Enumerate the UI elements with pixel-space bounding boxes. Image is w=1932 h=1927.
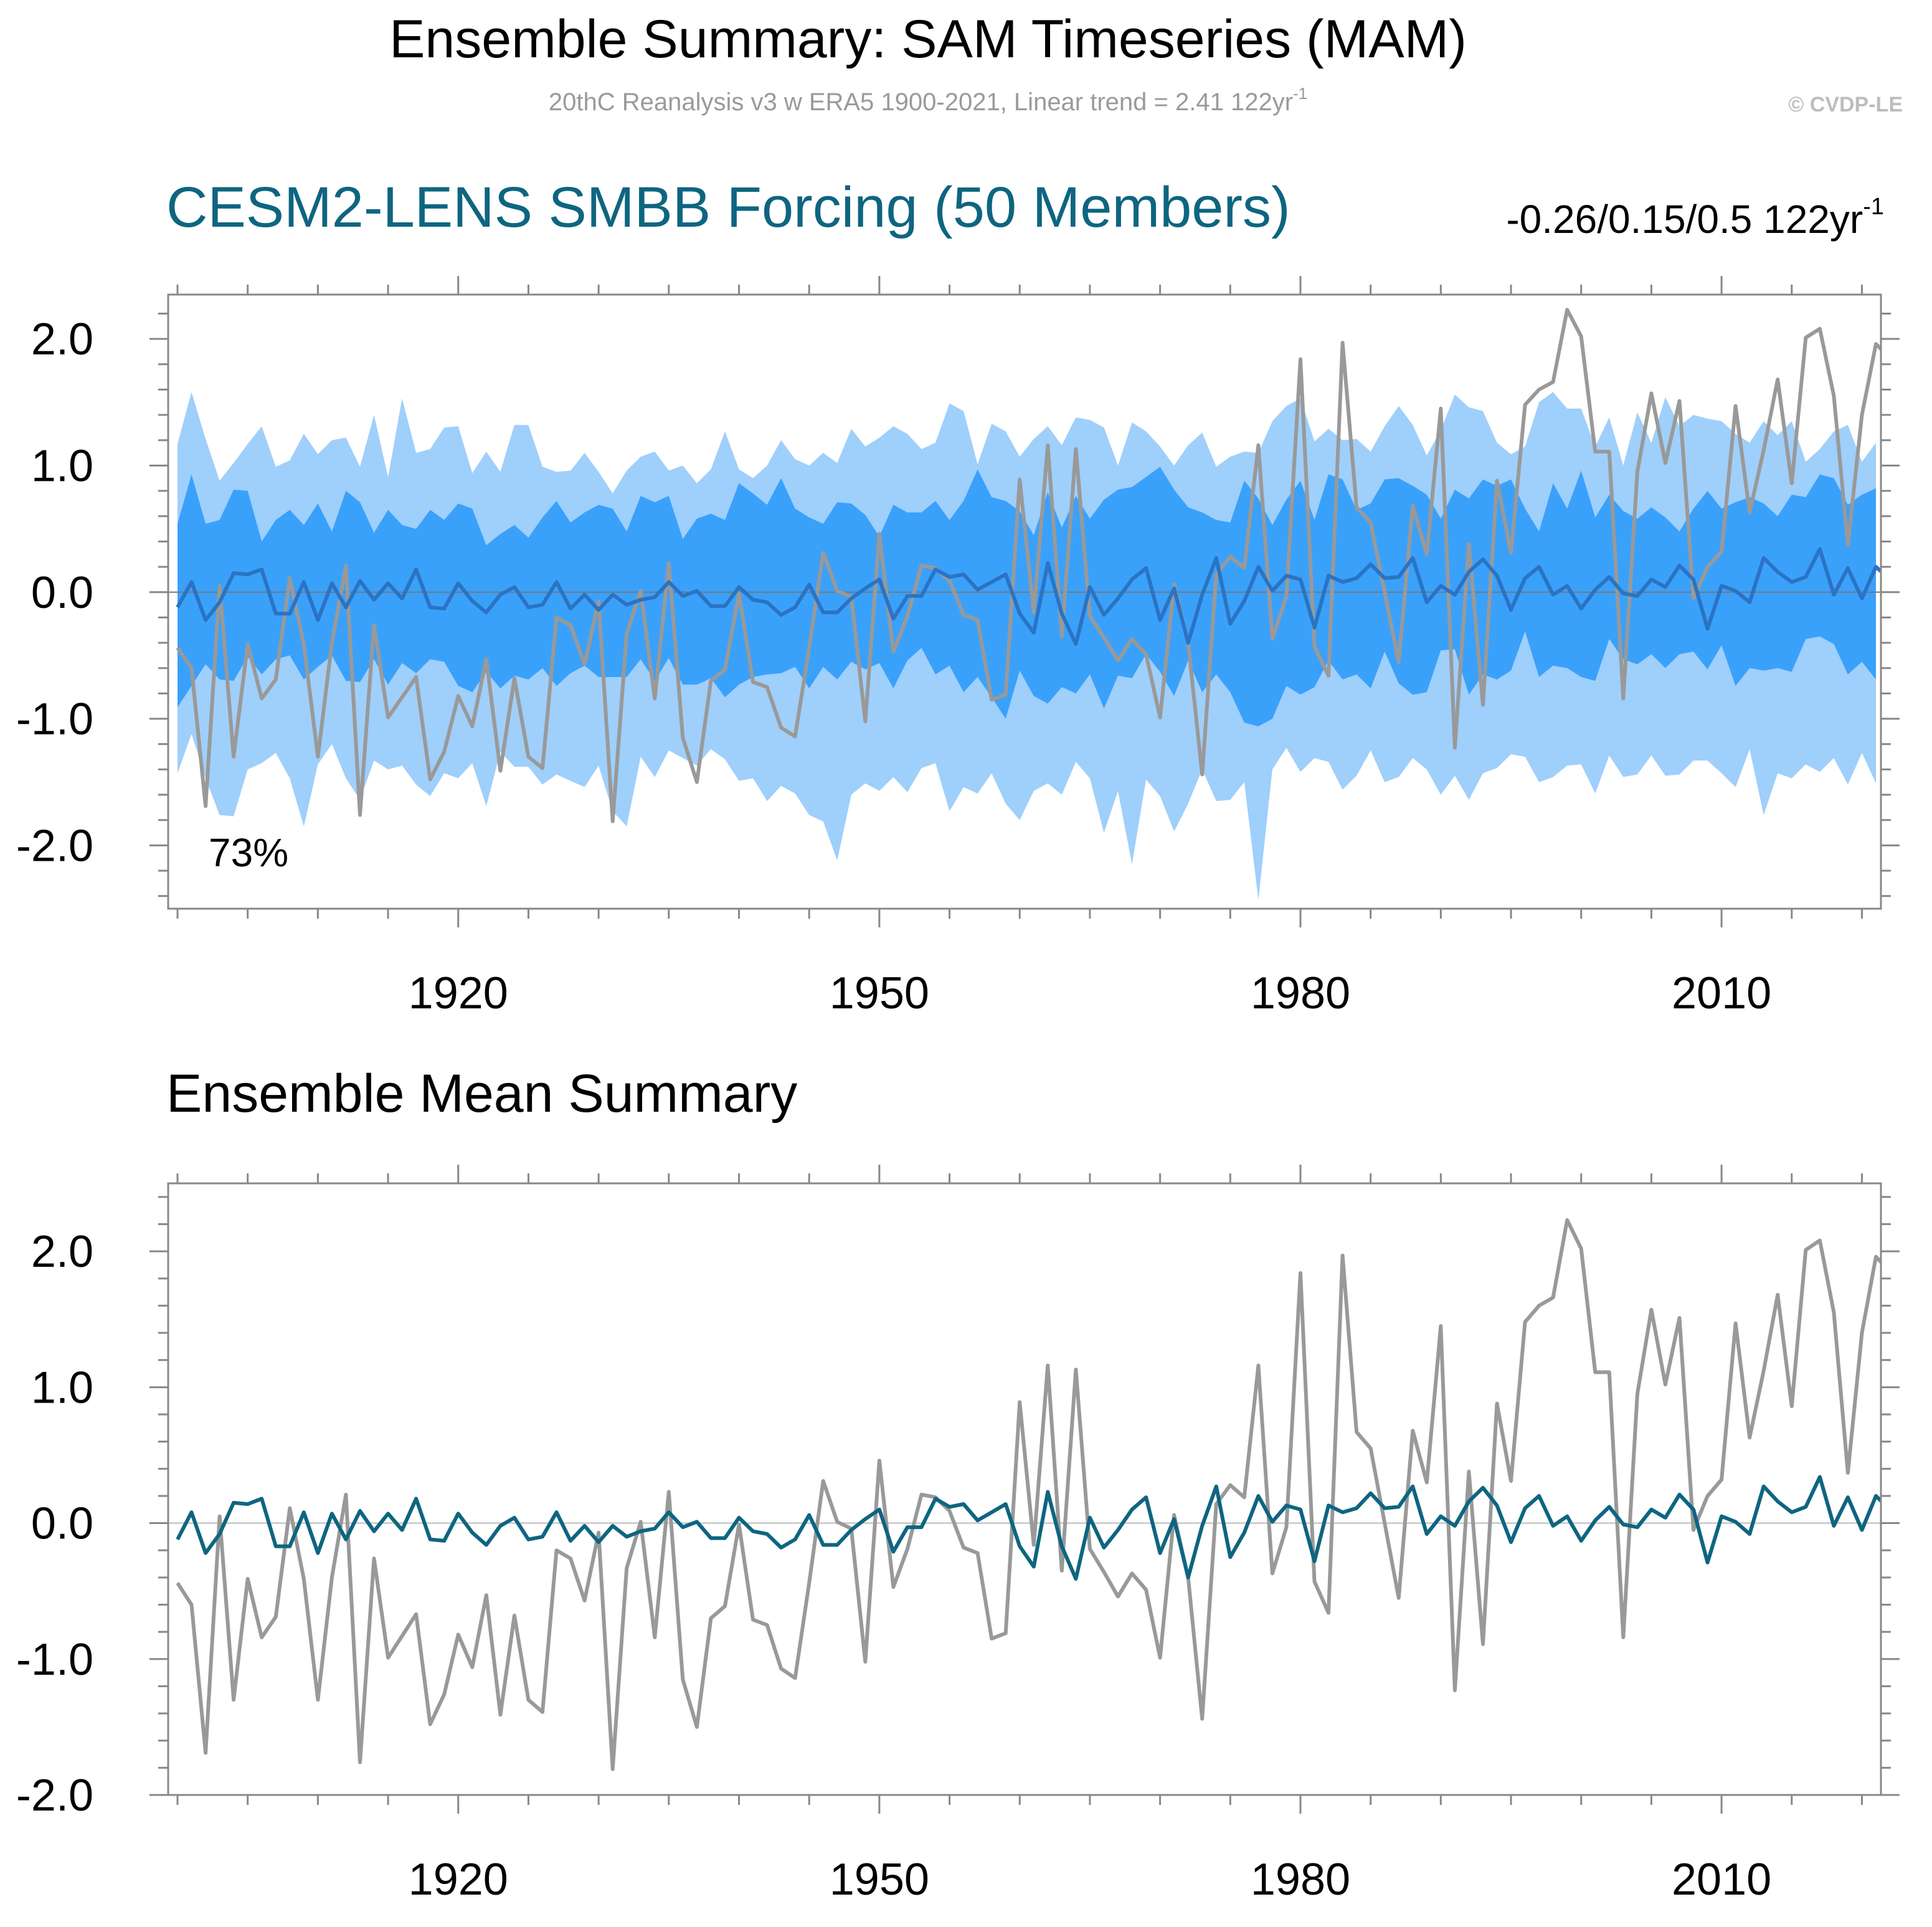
- figure-title: Ensemble Summary: SAM Timeseries (MAM): [389, 9, 1467, 69]
- bottom-plot: 1920 1950 1980 2010 -2.0 -1.0 0.0 1.0 2.0: [16, 1165, 1900, 1905]
- top-panel-title: CESM2-LENS SMBB Forcing (50 Members): [166, 176, 1290, 239]
- trend-summary-text: -0.26/0.15/0.5 122yr: [1506, 197, 1863, 242]
- ensemble-mean-line: [176, 547, 1881, 646]
- bottom-plot-frame: [167, 1182, 1882, 1796]
- top-y-tick-label: -2.0: [16, 821, 93, 871]
- copyright-label: © CVDP-LE: [1788, 93, 1903, 116]
- top-axis-ticks: 1920 1950 1980 2010 -2.0 -1.0 0.0 1.0 2.0: [16, 276, 1900, 1018]
- bottom-y-tick-label: 1.0: [31, 1363, 93, 1413]
- top-y-tick-label: -1.0: [16, 694, 93, 744]
- bottom-x-tick-label: 1980: [1251, 1855, 1350, 1905]
- bottom-y-tick-label: 2.0: [31, 1227, 93, 1277]
- top-y-tick-label: 0.0: [31, 568, 93, 618]
- percent-annotation: 73%: [209, 830, 288, 875]
- top-x-tick-label: 1950: [830, 968, 929, 1018]
- bottom-y-tick-label: -1.0: [16, 1635, 93, 1685]
- bottom-x-tick-label: 1950: [830, 1855, 929, 1905]
- bottom-x-tick-label: 2010: [1672, 1855, 1771, 1905]
- top-y-tick-label: 2.0: [31, 315, 93, 364]
- subtitle-text: 20thC Reanalysis v3 w ERA5 1900-2021, Li…: [549, 88, 1293, 116]
- trend-summary-superscript: -1: [1863, 194, 1884, 220]
- top-x-tick-label: 2010: [1672, 968, 1771, 1018]
- top-x-tick-label: 1980: [1251, 968, 1350, 1018]
- bottom-axis-ticks: 1920 1950 1980 2010 -2.0 -1.0 0.0 1.0 2.0: [16, 1165, 1900, 1905]
- top-x-tick-label: 1920: [409, 968, 508, 1018]
- observed-line: [176, 1218, 1881, 1771]
- ensemble-mean-line: [176, 1475, 1881, 1581]
- top-plot: 1920 1950 1980 2010 -2.0 -1.0 0.0 1.0 2.0 73%: [16, 276, 1900, 1018]
- top-plot-frame: [167, 293, 1882, 910]
- bottom-panel-title: Ensemble Mean Summary: [166, 1064, 797, 1124]
- bottom-y-tick-label: -2.0: [16, 1771, 93, 1820]
- bottom-x-tick-label: 1920: [409, 1855, 508, 1905]
- bottom-y-tick-label: 0.0: [31, 1499, 93, 1549]
- observed-line: [176, 308, 1881, 823]
- top-y-tick-label: 1.0: [31, 441, 93, 491]
- figure-subtitle: 20thC Reanalysis v3 w ERA5 1900-2021, Li…: [549, 84, 1307, 116]
- subtitle-superscript: -1: [1293, 84, 1307, 103]
- trend-summary-label: -0.26/0.15/0.5 122yr-1: [1506, 194, 1884, 242]
